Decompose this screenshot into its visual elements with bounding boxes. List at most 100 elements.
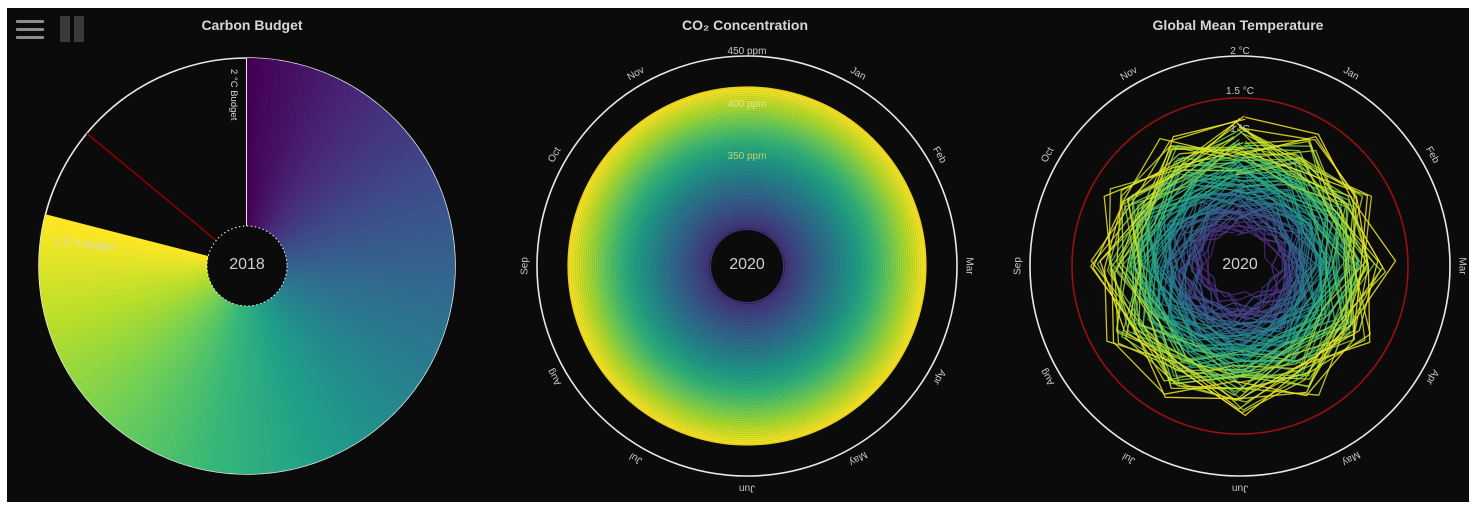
carbon-wedge: [247, 266, 381, 432]
co2-year-ring: [659, 178, 835, 354]
co2-year-ring: [629, 148, 865, 384]
month-label-jul: Jul: [628, 450, 645, 466]
co2-year-ring: [571, 90, 923, 442]
co2-year-ring: [648, 167, 846, 365]
carbon-wedge: [247, 108, 390, 266]
carbon-wedge: [247, 266, 350, 452]
carbon-wedge: [247, 227, 453, 266]
carbon-wedge: [247, 266, 431, 372]
co2-year-ring: [577, 96, 917, 436]
carbon-wedge: [247, 266, 357, 448]
carbon-wedge: [247, 171, 437, 266]
co2-year-ring: [669, 188, 825, 344]
carbon-wedge: [247, 266, 392, 423]
month-label-feb: Feb: [1423, 145, 1441, 166]
co2-year-ring: [681, 200, 813, 332]
co2-year-ring: [569, 88, 925, 444]
carbon-wedge: [247, 266, 411, 402]
co2-year-ring: [702, 221, 792, 311]
month-label-mar: Mar: [963, 257, 974, 275]
carbon-wedge: [247, 266, 428, 378]
temperature-title: Global Mean Temperature: [1152, 17, 1324, 33]
co2-year-ring: [684, 203, 810, 329]
carbon-wedge: [41, 266, 248, 310]
co2-year-ring: [588, 107, 906, 425]
co2-year-ring: [605, 124, 889, 408]
month-label-feb: Feb: [930, 145, 948, 166]
carbon-year-label: 2018: [229, 256, 265, 273]
co2-title: CO₂ Concentration: [682, 17, 808, 33]
co2-year-ring: [573, 92, 921, 440]
co2-year-ring: [625, 144, 869, 388]
co2-year-ring: [634, 153, 860, 379]
carbon-wedge: [124, 266, 247, 440]
hamburger-menu-icon[interactable]: [16, 20, 44, 40]
co2-year-ring: [612, 131, 882, 401]
temp-year-loop: [1166, 187, 1305, 335]
pause-icon[interactable]: [60, 16, 86, 42]
carbon-wedge: [247, 86, 361, 266]
carbon-wedge: [247, 205, 449, 266]
month-label-jan: Jan: [848, 65, 867, 83]
temp-year-loop: [1164, 195, 1306, 338]
carbon-wedge: [247, 103, 385, 266]
carbon-wedge: [247, 113, 395, 266]
temp-year-loop: [1177, 203, 1313, 342]
carbon-wedge: [43, 266, 248, 317]
temp-year-loop: [1090, 119, 1379, 410]
carbon-wedge: [66, 266, 247, 378]
carbon-wedge: [247, 152, 427, 266]
co2-year-ring: [655, 174, 839, 358]
co2-year-ring: [671, 190, 823, 342]
carbon-wedge: [247, 266, 397, 418]
carbon-wedge: [247, 266, 424, 384]
month-label-oct: Oct: [546, 145, 563, 164]
temp-year-loop: [1196, 221, 1280, 326]
carbon-wedge: [143, 266, 247, 451]
carbon-wedge: [247, 266, 407, 407]
carbon-wedge: [70, 266, 247, 384]
carbon-wedge: [82, 266, 247, 401]
co2-year-ring: [603, 122, 891, 410]
co2-year-ring: [586, 105, 908, 427]
carbon-wedge: [247, 146, 423, 266]
carbon-wedge: [92, 266, 247, 412]
temp-year-loop: [1116, 128, 1369, 387]
toolbar: [7, 8, 107, 48]
temp-year-loop: [1099, 116, 1397, 417]
co2-year-ring: [580, 99, 914, 433]
temperature-chart: 2 °C 1.5 °C 1 °C Jan Feb Mar Apr May Jun Jul Au…: [1013, 46, 1468, 493]
carbon-wedge: [247, 266, 289, 472]
month-label-aug: Aug: [546, 366, 564, 387]
carbon-wedge: [48, 266, 248, 338]
carbon-2c-label: 2 °C Budget: [228, 69, 239, 121]
carbon-wedge: [247, 266, 296, 471]
temp-year-loop: [1181, 225, 1293, 318]
co2-year-ring: [623, 142, 871, 390]
temp-year-loop: [1131, 146, 1361, 369]
co2-year-ring: [610, 129, 884, 403]
carbon-wedge: [247, 266, 363, 445]
co2-year-ring: [638, 157, 856, 375]
carbon-wedge: [247, 234, 454, 266]
temperature-panel: Global Mean Temperature 2 °C 1.5 °C 1 °C…: [993, 8, 1469, 502]
co2-year-ring: [643, 162, 851, 370]
month-label-may: May: [1340, 449, 1362, 468]
month-label-jun: Jun: [739, 482, 755, 493]
co2-year-ring: [686, 205, 808, 327]
temp-year-label: 2020: [1222, 256, 1258, 273]
temp-year-loop: [1109, 133, 1382, 411]
co2-year-ring: [641, 160, 853, 372]
month-label-aug: Aug: [1039, 366, 1057, 387]
carbon-wedge: [247, 241, 455, 266]
co2-year-ring: [590, 109, 904, 423]
carbon-wedge: [247, 94, 373, 266]
carbon-wedge: [43, 214, 247, 266]
temp-year-loop: [1125, 153, 1356, 401]
co2-year-ring: [594, 113, 900, 419]
carbon-wedge: [97, 266, 247, 417]
carbon-wedge: [247, 266, 324, 463]
carbon-wedge: [56, 266, 248, 358]
carbon-budget-title: Carbon Budget: [201, 17, 303, 33]
co2-year-ring: [584, 103, 910, 429]
